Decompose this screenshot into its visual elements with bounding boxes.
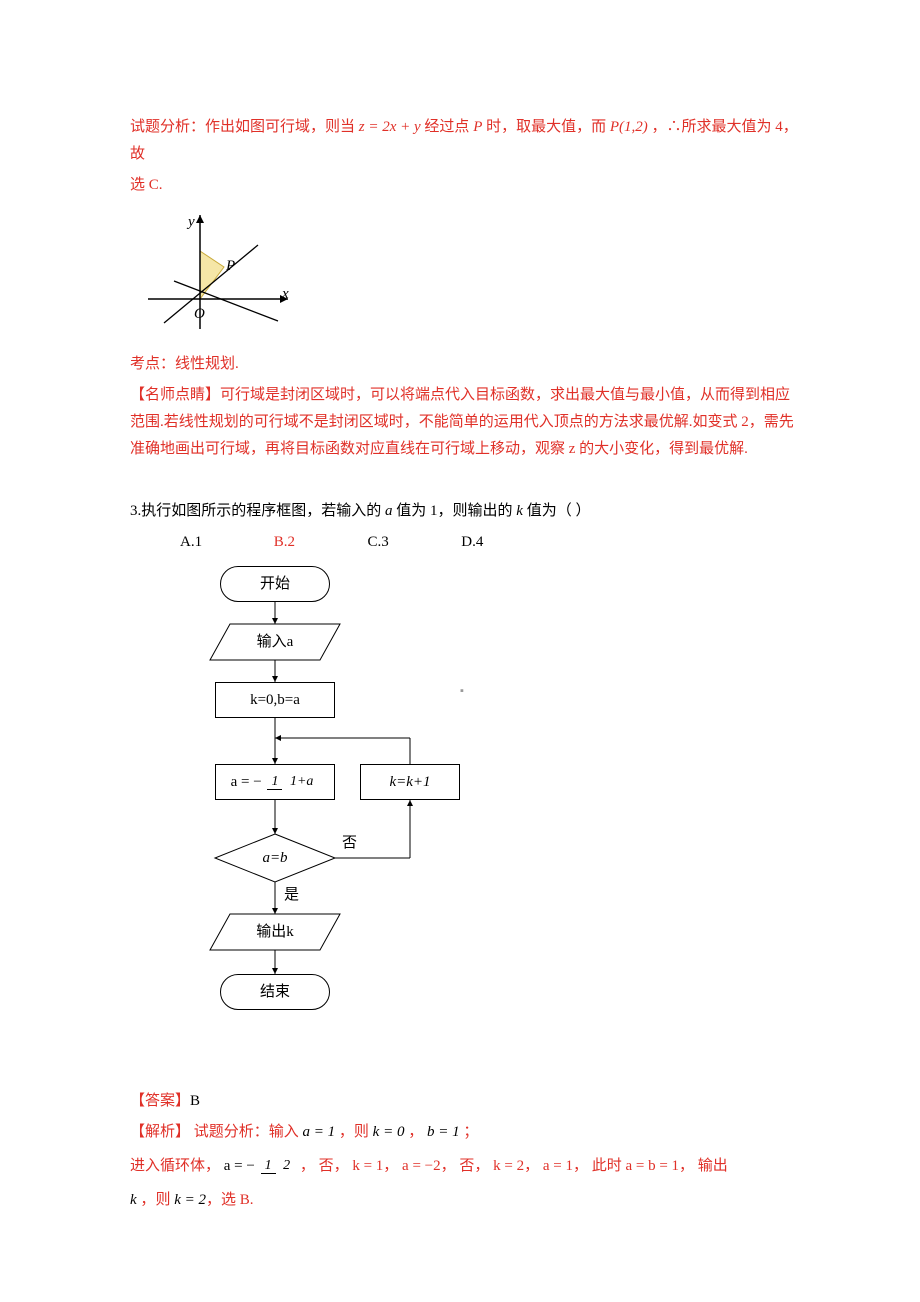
y-axis-label: y (188, 209, 195, 236)
q3-explanation-1: 【解析】 试题分析：输入 a = 1 ，则 k = 0 ， b = 1 ； (130, 1119, 800, 1146)
x-axis-label: x (282, 281, 289, 308)
flow-input: 输入a (210, 624, 340, 660)
q3-option-a: A.1 (180, 529, 270, 556)
flow-init: k=0,b=a (215, 682, 335, 718)
flow-yes-label: 是 (284, 882, 299, 909)
q2-feasible-region-graph: O P x y (138, 207, 298, 337)
watermark-dot-icon: ▪ (460, 682, 464, 702)
q2-topic: 考点：线性规划. (130, 351, 800, 378)
q3-explanation-2: 进入循环体， a = − 1 2 ， 否， k = 1， a = −2， 否， … (130, 1150, 800, 1183)
flow-end: 结束 (220, 974, 330, 1010)
q3-stem: 3.执行如图所示的程序框图，若输入的 a 值为 1，则输出的 k 值为（ ） (130, 498, 800, 525)
q3-option-b: B.2 (274, 529, 364, 556)
q3-options: A.1 B.2 C.3 D.4 (130, 529, 800, 556)
flow-cond: a=b (210, 834, 340, 882)
axis-origin-label: O (194, 301, 205, 328)
flow-output: 输出k (210, 914, 340, 950)
q2-analysis-line1: 试题分析：作出如图可行域，则当 z = 2x + y 经过点 P 时，取最大值，… (130, 114, 800, 168)
flow-start: 开始 (220, 566, 330, 602)
point-p-label: P (226, 253, 235, 280)
flow-update-k: k=k+1 (360, 764, 460, 800)
q3-answer: 【答案】B (130, 1088, 800, 1115)
q3-flowchart: 开始 输入a k=0,b=a a = − 1 1+a k=k+1 a=b 否 是… (160, 562, 480, 1082)
flow-update-a: a = − 1 1+a (215, 764, 335, 800)
q2-analysis-line2: 选 C. (130, 172, 800, 199)
q3-option-d: D.4 (461, 529, 551, 556)
flow-no-label: 否 (342, 830, 357, 857)
q3-explanation-3: k ，则 k = 2，k ， 则 k = 2， 选 B.选 B. (130, 1187, 800, 1214)
q2-hint: 【名师点睛】可行域是封闭区域时，可以将端点代入目标函数，求出最大值与最小值，从而… (130, 382, 800, 463)
q3-option-c: C.3 (368, 529, 458, 556)
